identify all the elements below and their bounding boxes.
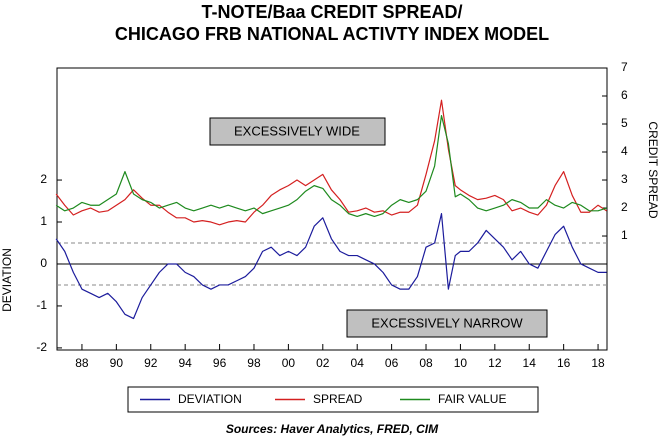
x-tick-label: 06 xyxy=(385,356,399,370)
x-tick-label: 12 xyxy=(488,356,502,370)
y2-tick-label: 4 xyxy=(621,144,628,158)
chart-title: T-NOTE/Baa CREDIT SPREAD/ xyxy=(201,2,462,22)
x-tick-label: 00 xyxy=(282,356,296,370)
x-tick-label: 18 xyxy=(591,356,605,370)
y2-tick-label: 5 xyxy=(621,116,628,130)
annotation-box xyxy=(346,309,548,338)
y-tick-label: 1 xyxy=(40,214,47,228)
y-tick-label: -2 xyxy=(36,340,47,354)
annotation-box xyxy=(209,117,386,146)
y-tick-label: 2 xyxy=(40,172,47,186)
x-tick-label: 96 xyxy=(213,356,227,370)
series-line xyxy=(55,213,607,320)
y-tick-label: 0 xyxy=(40,256,47,270)
series-line xyxy=(55,115,607,218)
y2-tick-label: 1 xyxy=(621,228,628,242)
y2-tick-label: 6 xyxy=(621,88,628,102)
legend xyxy=(127,386,539,413)
x-tick-label: 90 xyxy=(110,356,124,370)
x-tick-label: 08 xyxy=(419,356,433,370)
y2-tick-label: 7 xyxy=(621,60,628,74)
legend-label: SPREAD xyxy=(313,392,363,406)
series-line xyxy=(55,99,607,226)
x-tick-label: 10 xyxy=(454,356,468,370)
y2-tick-label: 2 xyxy=(621,200,628,214)
annotation: EXCESSIVELY WIDE xyxy=(234,123,360,138)
x-tick-label: 88 xyxy=(75,356,89,370)
x-tick-label: 98 xyxy=(247,356,261,370)
x-tick-label: 14 xyxy=(523,356,537,370)
source: Sources: Haver Analytics, FRED, CIM xyxy=(226,422,439,436)
plot-area xyxy=(56,67,608,351)
annotation: EXCESSIVELY NARROW xyxy=(371,315,523,330)
x-tick-label: 04 xyxy=(351,356,365,370)
y-axis-label: DEVIATION xyxy=(0,248,14,312)
x-tick-label: 16 xyxy=(557,356,571,370)
y-tick-label: -1 xyxy=(36,298,47,312)
x-tick-label: 92 xyxy=(144,356,158,370)
y2-axis-label: CREDIT SPREAD xyxy=(646,121,660,218)
y2-tick-label: 3 xyxy=(621,172,628,186)
chart-subtitle: CHICAGO FRB NATIONAL ACTIVTY INDEX MODEL xyxy=(115,24,549,44)
x-tick-label: 02 xyxy=(316,356,330,370)
legend-label: DEVIATION xyxy=(178,392,242,406)
x-tick-label: 94 xyxy=(178,356,192,370)
legend-label: FAIR VALUE xyxy=(438,392,506,406)
